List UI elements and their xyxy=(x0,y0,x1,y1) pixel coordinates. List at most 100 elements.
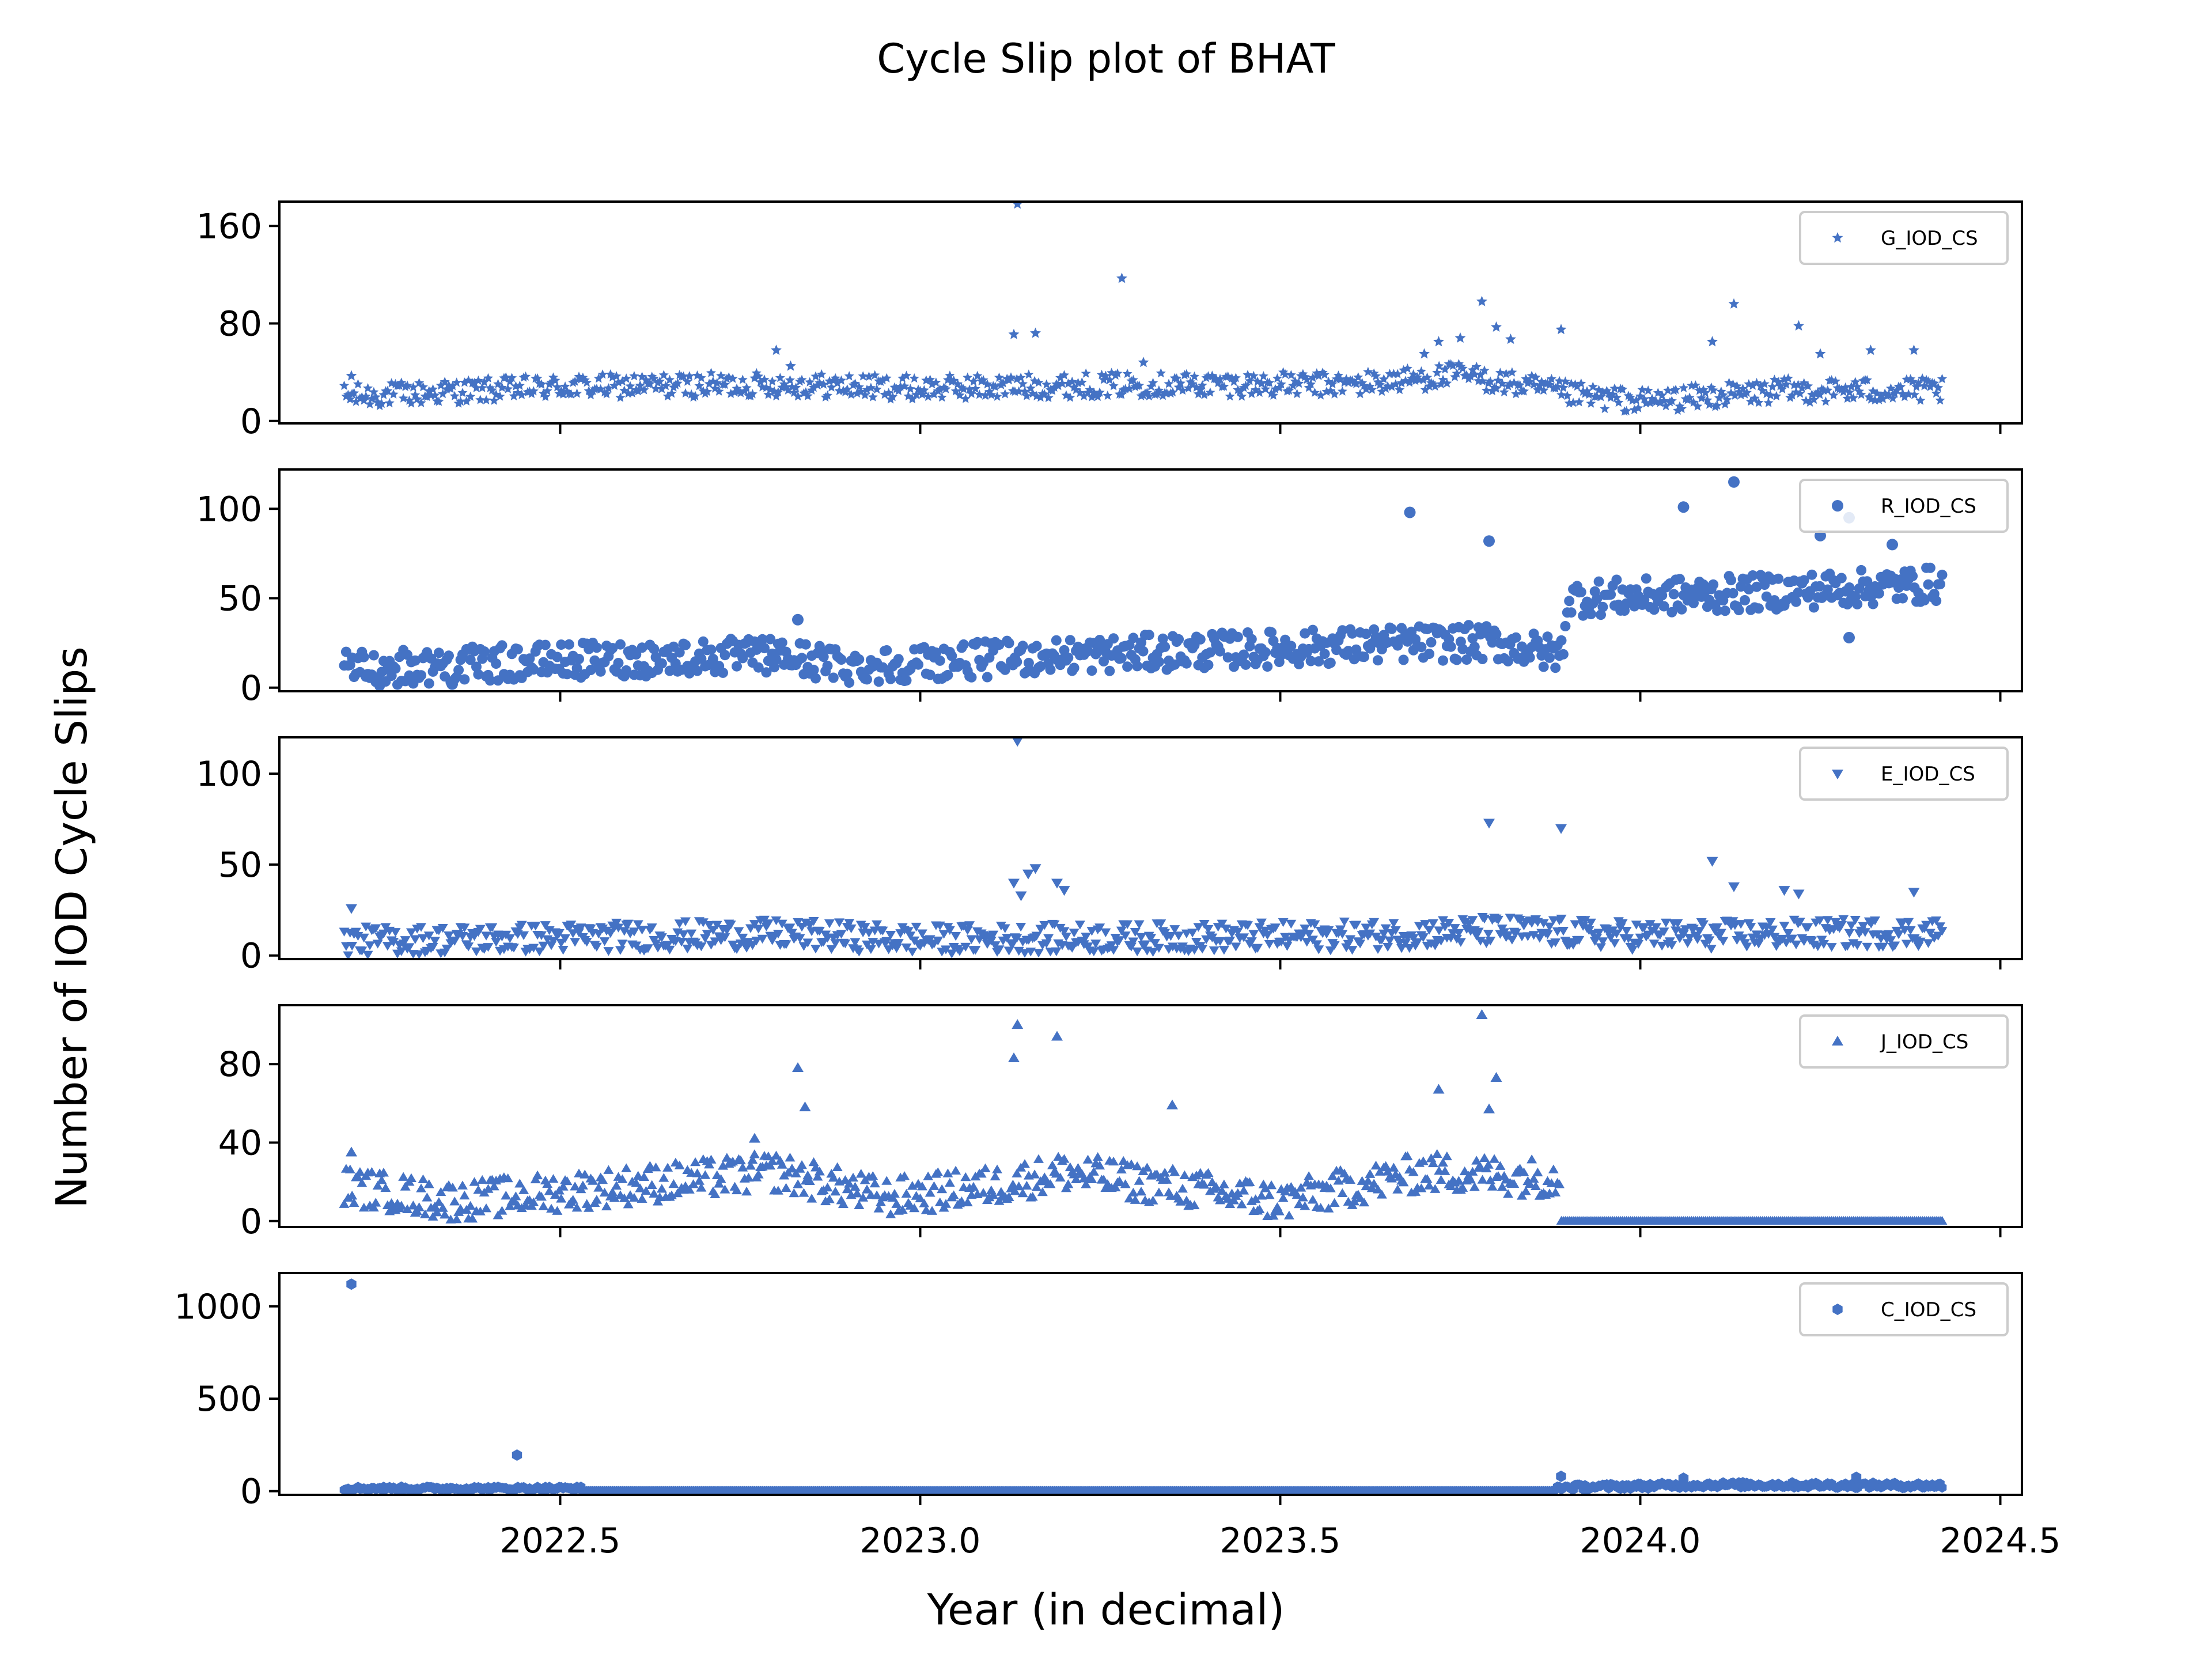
data-point xyxy=(1408,1167,1419,1176)
data-point xyxy=(1086,1174,1097,1184)
data-point xyxy=(842,1184,853,1194)
data-point xyxy=(1323,926,1334,935)
data-point xyxy=(1270,923,1281,933)
data-point xyxy=(1822,584,1833,595)
data-point xyxy=(941,945,952,955)
data-point xyxy=(642,944,653,953)
data-point xyxy=(1013,1181,1024,1191)
data-point xyxy=(550,375,560,385)
data-point xyxy=(749,1149,760,1158)
data-point xyxy=(428,384,438,394)
data-point xyxy=(1057,378,1067,388)
data-point xyxy=(1339,917,1350,927)
data-point xyxy=(1203,1168,1214,1177)
data-point xyxy=(1937,1215,1948,1225)
data-point xyxy=(623,1199,634,1209)
data-point xyxy=(753,925,764,934)
data-point xyxy=(1795,388,1805,398)
legend-box xyxy=(1799,211,2009,265)
data-point xyxy=(1195,1168,1206,1177)
data-point xyxy=(945,370,955,380)
data-point xyxy=(1388,919,1399,928)
data-point xyxy=(710,937,721,946)
data-point-outlier xyxy=(1419,348,1430,359)
data-point xyxy=(1025,948,1036,957)
data-point xyxy=(1043,392,1054,403)
data-point xyxy=(854,948,865,957)
data-point xyxy=(359,395,369,405)
data-point xyxy=(1225,391,1235,401)
data-point xyxy=(798,1188,809,1197)
data-point xyxy=(641,1185,652,1195)
data-point xyxy=(1562,391,1573,400)
data-point xyxy=(690,1157,701,1166)
data-point xyxy=(444,650,454,661)
subplot-r-iod-cs: 0 50 100 R_IOD_CS xyxy=(196,468,2023,709)
data-point xyxy=(828,1173,839,1182)
data-point xyxy=(1558,649,1569,660)
data-point xyxy=(1311,940,1322,949)
data-point xyxy=(1684,392,1695,402)
data-point xyxy=(484,675,495,686)
data-point xyxy=(781,1183,791,1192)
data-point-outlier xyxy=(1433,336,1444,347)
data-point xyxy=(1509,1179,1520,1188)
data-point xyxy=(873,1203,884,1213)
data-point xyxy=(999,924,1010,933)
data-point xyxy=(1452,368,1462,378)
data-point xyxy=(613,923,624,933)
data-point xyxy=(1365,929,1376,938)
data-point xyxy=(536,379,547,389)
data-point xyxy=(1605,589,1616,600)
data-point xyxy=(1215,1195,1226,1205)
data-point xyxy=(617,940,628,949)
data-point xyxy=(1238,649,1249,660)
data-point xyxy=(1203,925,1214,934)
data-point xyxy=(1593,929,1604,938)
data-point xyxy=(1812,942,1823,952)
subplot-stack: 0 80 160 G_IOD_CS 0 50 100 R_IOD_CS 0 50 100 E_IOD_… xyxy=(174,200,2061,1561)
data-point-outlier xyxy=(1815,348,1826,359)
data-point xyxy=(449,391,460,400)
data-point xyxy=(824,1194,835,1203)
data-point xyxy=(868,1171,878,1180)
data-point xyxy=(548,1174,559,1183)
data-point xyxy=(1060,933,1071,942)
data-point xyxy=(1093,391,1103,401)
data-point-outlier xyxy=(785,360,796,371)
data-point xyxy=(1568,397,1578,407)
data-point xyxy=(1116,926,1127,935)
data-point xyxy=(1597,937,1608,946)
data-point xyxy=(406,1173,416,1183)
data-point xyxy=(824,919,835,929)
data-point xyxy=(777,637,787,648)
data-point xyxy=(1308,935,1319,945)
data-point xyxy=(427,942,438,952)
data-point xyxy=(1190,371,1200,381)
data-point xyxy=(437,924,448,933)
data-point xyxy=(370,1198,381,1207)
data-point xyxy=(1193,923,1204,932)
data-point xyxy=(1629,601,1640,612)
data-point xyxy=(1873,588,1884,599)
data-point xyxy=(607,1187,618,1196)
data-point xyxy=(649,1188,660,1198)
data-point xyxy=(1136,1187,1147,1196)
data-point xyxy=(749,920,760,929)
data-point xyxy=(994,372,1004,382)
data-point xyxy=(830,939,841,948)
data-point xyxy=(1387,623,1397,634)
data-point xyxy=(357,1178,368,1187)
data-point xyxy=(1925,562,1936,573)
data-point xyxy=(1063,652,1074,663)
legend: J_IOD_CS xyxy=(1799,1014,2009,1069)
data-point xyxy=(347,941,358,951)
data-point xyxy=(725,921,736,930)
data-point xyxy=(414,377,425,388)
data-point xyxy=(546,377,556,387)
data-point xyxy=(1661,401,1671,411)
x-tick-label: 2024.0 xyxy=(1580,1521,1701,1561)
data-point xyxy=(923,391,933,401)
data-point xyxy=(858,1192,869,1202)
data-point xyxy=(694,381,704,391)
